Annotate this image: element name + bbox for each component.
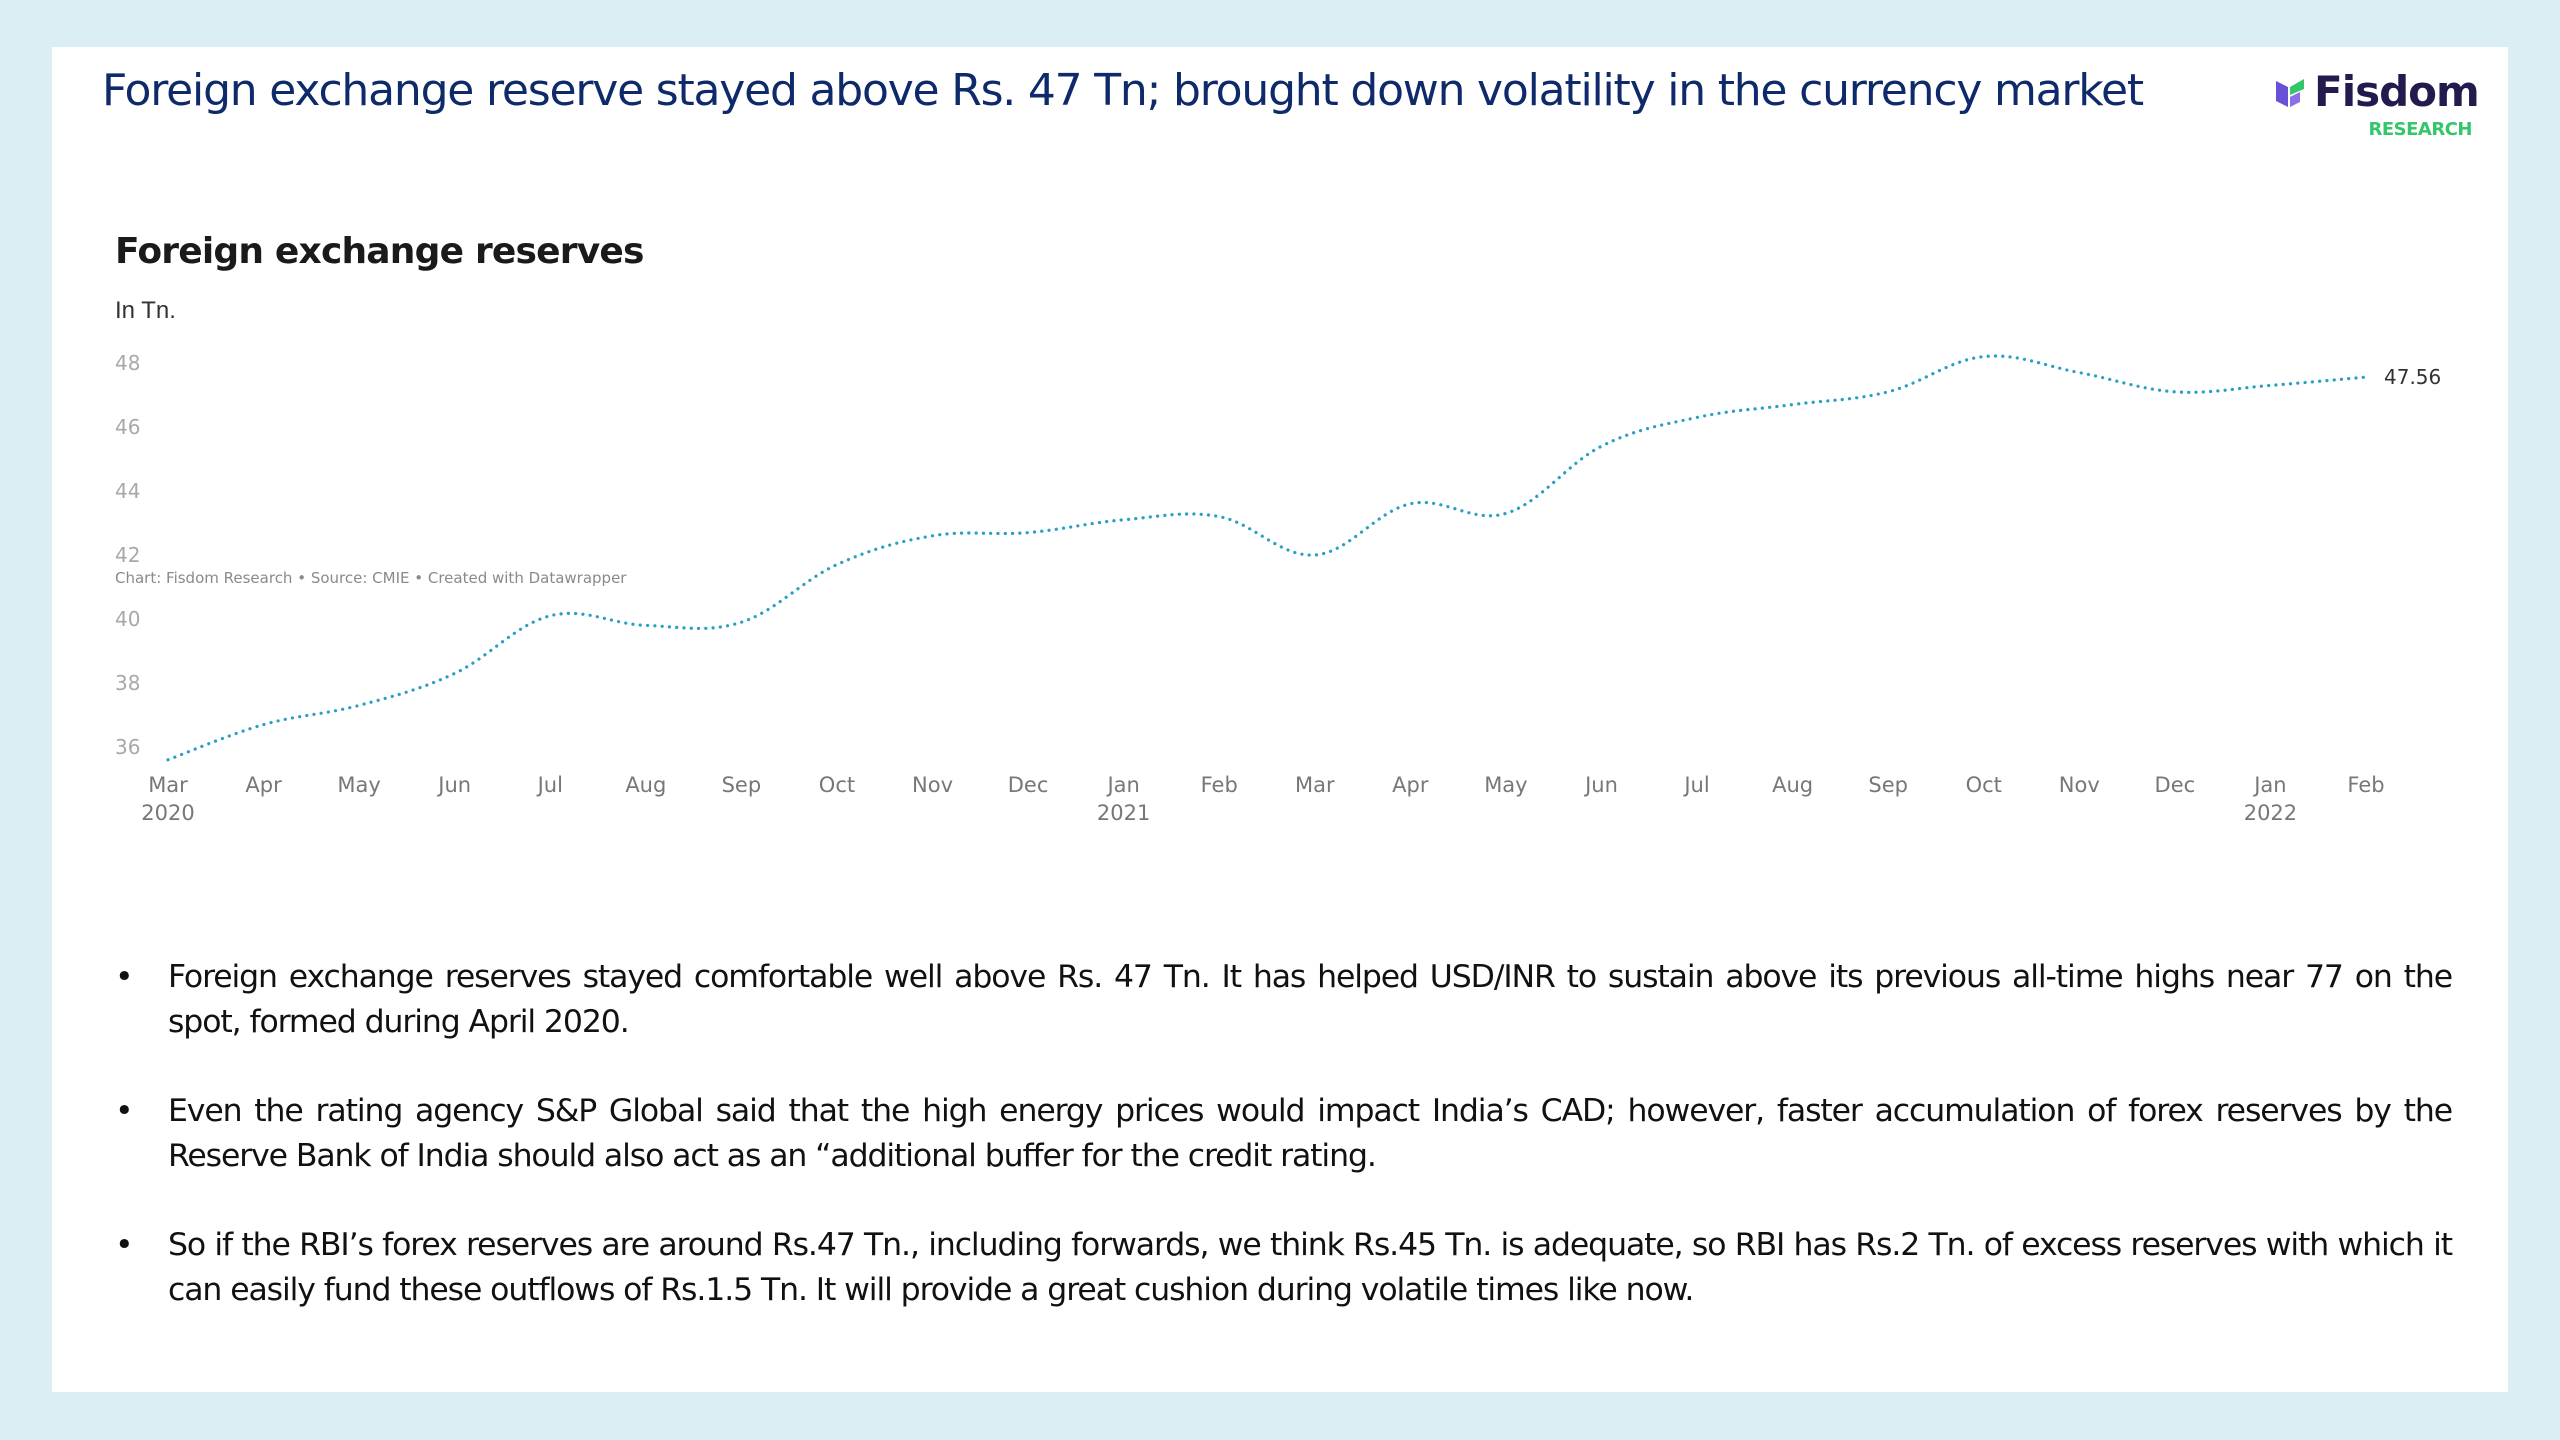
x-tick-label: Aug [1772,773,1813,797]
x-tick-label: Jul [536,773,563,797]
logo-subtitle: RESEARCH [2368,119,2473,140]
x-tick-label: Dec [1008,773,1049,797]
x-tick-year-label: 2021 [1097,801,1150,825]
data-point [548,614,552,618]
chart-subtitle: In Tn. [115,297,176,324]
data-point [166,758,170,762]
fisdom-logo-icon [2276,79,2304,107]
y-tick-label: 36 [115,735,140,759]
data-point [2077,371,2081,375]
x-axis: Mar 2020 Apr May Jun Jul Aug Sep Oct Nov Dec Jan 202… [141,773,2384,825]
x-tick-year-label: 2022 [2244,801,2297,825]
x-tick-label: Oct [1966,773,2002,797]
data-point [453,671,457,675]
x-tick-label: Nov [912,773,953,797]
data-point [1122,518,1126,522]
data-point [1886,390,1890,394]
bullet-item: • Foreign exchange reserves stayed comfo… [107,955,2453,1045]
bullet-text: So if the RBI’s forex reserves are aroun… [168,1227,2453,1308]
data-point [1695,415,1699,419]
x-tick-label: Jun [1583,773,1618,797]
data-point [1982,355,1986,359]
chart-source-notes: Chart: Fisdom Research • Source: CMIE • … [115,569,627,587]
x-tick-label: Jan [1105,773,1139,797]
y-tick-label: 48 [115,351,140,375]
x-tick-label: Aug [625,773,666,797]
x-tick-label: Sep [722,773,762,797]
x-tick-label: May [337,773,380,797]
bullet-list: • Foreign exchange reserves stayed comfo… [107,955,2453,1357]
bullet-item: • So if the RBI’s forex reserves are aro… [107,1223,2453,1313]
bullet-text: Foreign exchange reserves stayed comfort… [168,959,2453,1040]
slide-title: Foreign exchange reserve stayed above Rs… [102,65,2144,116]
slide-panel: Foreign exchange reserve stayed above Rs… [52,47,2508,1392]
data-point [1791,403,1795,407]
y-tick-label: 44 [115,479,140,503]
x-tick-label: Nov [2059,773,2100,797]
data-point [2268,383,2272,387]
x-tick-label: Feb [2347,773,2384,797]
chart-title: Foreign exchange reserves [115,231,644,272]
x-tick-label: May [1484,773,1527,797]
data-point [1313,553,1317,557]
x-tick-label: Mar [148,773,188,797]
y-tick-label: 38 [115,671,140,695]
data-point [644,623,648,627]
y-tick-label: 46 [115,415,140,439]
y-tick-label: 42 [115,543,140,567]
end-value-label: 47.56 [2384,365,2441,389]
x-tick-label: Oct [819,773,855,797]
y-tick-label: 40 [115,607,140,631]
data-point [739,620,743,624]
data-point [262,723,266,727]
x-tick-label: Apr [245,773,282,797]
data-point [1026,531,1030,535]
bullet-marker: • [115,959,134,995]
x-tick-label: Jan [2252,773,2286,797]
logo-wordmark: Fisdom [2314,67,2480,116]
fisdom-logo: Fisdom RESEARCH [2274,67,2480,147]
x-tick-label: Sep [1868,773,1908,797]
line-chart: 48 46 44 42 40 38 36 Mar 2020 Apr May Jun Jul Aug Sep… [115,351,2441,825]
bullet-marker: • [115,1227,134,1263]
data-point [1408,502,1412,506]
data-point [1599,444,1603,448]
x-tick-label: Dec [2155,773,2196,797]
data-point [2364,375,2368,379]
data-point [1217,515,1221,519]
x-tick-label: Jul [1682,773,1709,797]
data-point [835,563,839,567]
x-tick-label: Mar [1295,773,1335,797]
x-tick-label: Feb [1201,773,1238,797]
x-tick-label: Apr [1392,773,1429,797]
series-line [166,354,2368,762]
x-tick-label: Jun [436,773,471,797]
data-point [1504,511,1508,515]
data-point [357,703,361,707]
data-point [931,534,935,538]
x-tick-year-label: 2020 [141,801,194,825]
bullet-item: • Even the rating agency S&P Global said… [107,1089,2453,1179]
bullet-text: Even the rating agency S&P Global said t… [168,1093,2453,1174]
bullet-marker: • [115,1093,134,1129]
y-axis: 48 46 44 42 40 38 36 [115,351,140,759]
data-point [2173,390,2177,394]
